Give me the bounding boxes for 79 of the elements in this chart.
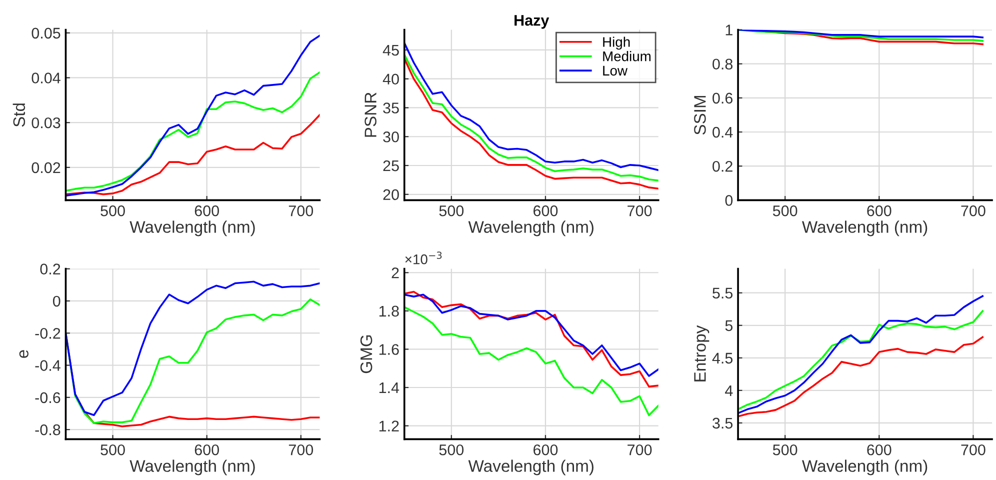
y-axis-title: PSNR [364,92,376,137]
line-series [404,306,658,416]
y-tick-label: 0.4 [712,126,733,138]
line-series [738,336,984,418]
y-tick-label: 5 [725,320,733,332]
x-tick-label: 500 [100,205,125,216]
x-tick-label: 700 [288,205,314,216]
line-series [66,298,320,424]
x-axis-title: Wavelength (nm) [802,460,928,476]
y-tick-label: 0.8 [712,58,733,70]
y-tick-label: 1.8 [379,306,399,317]
x-tick-label: 700 [961,444,986,456]
x-tick-label: 500 [772,205,798,216]
x-tick-label: 500 [439,444,464,456]
x-tick-label: 600 [194,205,219,216]
line-series [738,30,984,38]
x-tick-label: 700 [628,205,652,216]
y-tick-label: 0.2 [40,264,60,274]
x-tick-label: 600 [534,205,558,216]
line-series [66,34,320,197]
x-tick-label: 700 [628,444,652,456]
x-tick-label: 500 [439,205,464,216]
x-axis-title: Wavelength (nm) [130,220,255,236]
legend-label: Low [603,66,628,76]
line-series [738,30,984,42]
x-tick-label: 700 [961,205,986,216]
y-tick-label: 0.2 [712,160,732,172]
y-tick-label: 5.5 [712,288,733,299]
x-tick-label: 700 [288,444,314,456]
line-series [738,310,984,410]
line-series [765,30,984,46]
y-axis-title: e [19,350,28,358]
x-tick-label: 500 [100,444,125,456]
y-tick-label: 45 [382,45,399,56]
y-axis-title: SSIM [694,96,706,135]
y-tick-label: 30 [383,131,399,142]
y-axis-title: Entropy [694,325,710,382]
chart-title: Hazy [514,15,550,29]
y-axis-title: Std [12,104,26,127]
y-axis-title: GMG [360,335,372,374]
x-tick-label: 600 [867,205,892,216]
x-tick-label: 500 [772,444,798,456]
line-series [66,71,320,192]
y-tick-label: 40 [382,74,399,85]
line-series [66,114,320,196]
y-tick-label: 1 [726,24,732,36]
y-tick-label: 35 [383,102,399,114]
line-series [738,295,984,414]
y-tick-label: 4 [725,385,733,396]
legend-label: High [603,36,630,50]
x-tick-label: 600 [194,444,219,456]
y-tick-label: 0.03 [32,117,60,128]
x-axis-title: Wavelength (nm) [130,460,255,476]
y-tick-label: 1.6 [379,344,399,355]
y-tick-label: 0 [52,296,60,307]
y-tick-label: 3.5 [712,418,733,429]
y-tick-label: 0.6 [712,92,733,104]
line-series [66,280,320,416]
y-tick-label: -0.8 [35,424,60,436]
x-axis-title: Wavelength (nm) [468,460,594,476]
y-tick-label: 0.04 [32,72,60,84]
y-tick-label: -0.4 [35,360,60,371]
y-tick-label: 25 [383,160,399,172]
legend-label: Medium [603,51,650,62]
x-tick-label: 600 [534,444,558,456]
y-tick-label: 4.5 [712,352,733,364]
x-axis-title: Wavelength (nm) [468,220,594,236]
text: ×10$^{−3}$ [405,252,442,264]
y-tick-label: -0.2 [35,328,60,339]
y-tick-label: 0.05 [32,28,60,39]
y-tick-label: 2 [392,267,399,278]
y-tick-label: 1.2 [379,420,399,432]
x-axis-title: Wavelength (nm) [802,220,928,236]
y-tick-label: -0.6 [35,392,60,404]
y-tick-label: 20 [383,189,399,200]
y-tick-label: 0.02 [32,162,60,174]
y-tick-label: 1.4 [379,382,400,394]
y-tick-label: 0 [725,195,733,206]
x-tick-label: 600 [867,444,892,456]
